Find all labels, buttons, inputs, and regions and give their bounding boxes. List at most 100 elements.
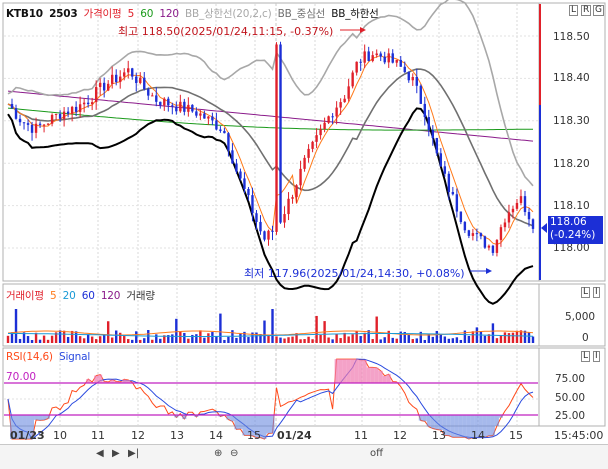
legend-vol-ma120[interactable]: 120	[101, 290, 120, 302]
candle-body	[291, 197, 293, 199]
candle-body	[500, 227, 502, 240]
candle-body	[295, 185, 297, 197]
legend-price-ma[interactable]: 가격이평	[84, 8, 122, 20]
volume-bar	[500, 336, 502, 343]
rsi-overbought-fill	[363, 360, 367, 383]
volume-bar	[63, 331, 65, 343]
badge-l[interactable]: L	[569, 5, 578, 16]
volume-bar	[47, 340, 49, 343]
legend-ma60[interactable]: 60	[140, 8, 153, 20]
badge-i[interactable]: I	[593, 287, 600, 298]
candle-body	[323, 123, 325, 129]
legend-bb-upper[interactable]: BB_상한선(20,2,c)	[185, 8, 272, 20]
rsi-overbought-fill	[383, 376, 387, 383]
volume-bar	[460, 340, 462, 343]
legend-signal[interactable]: Signal	[59, 351, 90, 363]
legend-vol-ma5[interactable]: 5	[50, 290, 56, 302]
volume-bar	[279, 338, 281, 343]
candle-body	[464, 222, 466, 230]
volume-bar	[107, 321, 109, 343]
candle-body	[460, 212, 462, 223]
candle-body	[520, 196, 522, 203]
legend-vol-ma60[interactable]: 60	[82, 290, 95, 302]
price-tick: 118.20	[553, 158, 590, 170]
candle-body	[179, 102, 181, 112]
volume-bar	[331, 339, 333, 343]
legend-volume[interactable]: 거래량	[126, 290, 154, 302]
legend-vol-ma[interactable]: 거래이평	[6, 290, 44, 302]
volume-bar	[187, 339, 189, 343]
scroll-left-button[interactable]: ◀	[96, 448, 104, 459]
candle-body	[488, 246, 490, 248]
candle-body	[79, 104, 81, 112]
candle-body	[331, 116, 333, 117]
rsi-oversold-fill	[455, 415, 459, 437]
badge-i[interactable]: I	[593, 351, 600, 362]
volume-bar	[219, 314, 221, 343]
scroll-end-button[interactable]: ▶|	[128, 448, 139, 459]
candle-body	[456, 194, 458, 211]
volume-bar	[371, 339, 373, 343]
volume-bar	[59, 330, 61, 343]
rsi-oversold-fill	[451, 415, 455, 437]
legend-bb-mid[interactable]: BB_중심선	[278, 8, 325, 20]
volume-bar	[103, 335, 105, 343]
legend-rsi[interactable]: RSI(14,6)	[6, 351, 53, 363]
candle-body	[279, 44, 281, 222]
toggle-off-button[interactable]: off	[370, 448, 383, 459]
legend-bb-lower[interactable]: BB_하한선	[331, 8, 378, 20]
candle-body	[51, 115, 53, 124]
rsi-overbought-fill	[98, 375, 102, 383]
volume-bar	[532, 337, 534, 343]
volume-bar	[39, 340, 41, 343]
rsi-oversold-fill	[447, 415, 451, 436]
rsi-oversold-fill	[491, 415, 495, 436]
rsi-oversold-fill	[242, 415, 246, 435]
volume-bar	[355, 331, 357, 343]
badge-r[interactable]: R	[581, 5, 591, 16]
legend-ma120[interactable]: 120	[159, 8, 178, 20]
candle-body	[371, 55, 373, 61]
volume-tick: 5,000	[565, 311, 595, 323]
candle-body	[528, 212, 530, 219]
badge-l[interactable]: L	[581, 351, 590, 362]
legend-vol-ma20[interactable]: 20	[63, 290, 76, 302]
volume-legend: 거래이평 5 20 60 120 거래량	[6, 288, 158, 303]
candle-body	[199, 113, 201, 115]
rsi-overbought-fill	[359, 360, 363, 383]
candle-body	[247, 189, 249, 195]
candle-body	[23, 122, 25, 123]
candle-body	[376, 54, 378, 56]
volume-bar	[155, 334, 157, 343]
candle-body	[123, 72, 125, 76]
candle-body	[11, 104, 13, 108]
candle-body	[75, 107, 77, 112]
volume-bar	[408, 335, 410, 343]
candle-body	[440, 153, 442, 166]
volume-bar	[31, 340, 33, 343]
candle-body	[83, 103, 85, 105]
volume-bar	[359, 336, 361, 343]
rsi-overbought-fill	[367, 367, 371, 383]
candle-body	[335, 108, 337, 117]
scroll-right-button[interactable]: ▶	[112, 448, 120, 459]
current-change: (-0.24%)	[550, 229, 603, 242]
volume-bar	[380, 339, 382, 343]
rsi-oversold-fill	[234, 415, 238, 429]
candle-body	[315, 135, 317, 142]
badge-l[interactable]: L	[581, 287, 590, 298]
volume-bar	[159, 339, 161, 343]
candle-body	[492, 246, 494, 253]
legend-ma5[interactable]: 5	[128, 8, 134, 20]
candle-body	[143, 78, 145, 89]
candle-body	[472, 233, 474, 236]
volume-bar	[7, 336, 9, 343]
zoom-out-button[interactable]: ⊖	[230, 448, 238, 459]
volume-bar	[43, 336, 45, 343]
symbol-label: KTB10	[6, 8, 43, 20]
badge-g[interactable]: G	[593, 5, 604, 16]
zoom-in-button[interactable]: ⊕	[214, 448, 222, 459]
volume-bar	[67, 337, 69, 343]
rsi-overbought-fill	[339, 359, 343, 383]
